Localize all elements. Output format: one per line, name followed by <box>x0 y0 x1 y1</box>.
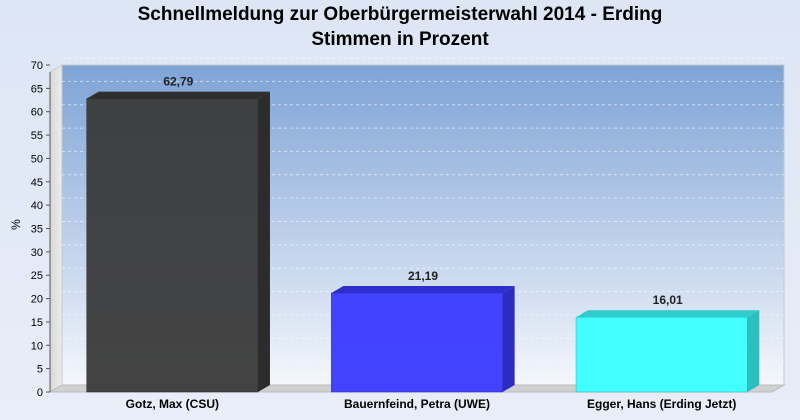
y-tick-label: 35 <box>31 224 43 236</box>
bar <box>575 316 748 393</box>
x-category-label: Bauernfeind, Petra (UWE) <box>344 397 490 411</box>
bar-value-label: 16,01 <box>653 293 683 307</box>
bar-value-label: 21,19 <box>408 269 438 283</box>
y-tick-label: 0 <box>37 387 43 399</box>
bar-top <box>576 310 760 318</box>
y-tick-label: 25 <box>31 270 43 282</box>
y-tick-label: 40 <box>31 200 43 212</box>
chart-subtitle: Stimmen in Prozent <box>311 29 489 50</box>
x-category-label: Egger, Hans (Erding Jetzt) <box>587 397 736 411</box>
bar-side <box>502 286 515 392</box>
y-axis-ticks: 0 5 10 15 20 25 30 35 40 45 50 55 60 65 70 <box>31 60 51 399</box>
bars: 62,79 21,19 16,01 <box>86 75 760 393</box>
y-tick-label: 50 <box>31 153 43 165</box>
bar-side <box>257 91 270 392</box>
chart-title-line1: Schnellmeldung zur Oberbürgermeisterwahl… <box>137 4 663 25</box>
y-tick-label: 70 <box>31 60 43 72</box>
y-tick-label: 30 <box>31 247 43 259</box>
x-category-label: Gotz, Max (CSU) <box>126 397 219 411</box>
bar <box>86 98 259 393</box>
y-tick-label: 10 <box>31 340 43 352</box>
y-tick-label: 20 <box>31 294 43 306</box>
x-axis-labels: Gotz, Max (CSU) Bauernfeind, Petra (UWE) E… <box>126 397 737 411</box>
bar-value-label: 62,79 <box>163 75 193 89</box>
y-tick-label: 15 <box>31 317 43 329</box>
y-tick-label: 55 <box>31 130 43 142</box>
y-tick-label: 45 <box>31 177 43 189</box>
y-axis-label: % <box>9 219 23 230</box>
y-tick-label: 5 <box>37 364 43 376</box>
bar-top <box>86 91 270 99</box>
y-tick-label: 65 <box>31 83 43 95</box>
chart-title: Schnellmeldung zur Oberbürgermeisterwahl… <box>0 2 800 52</box>
bar-side <box>747 310 760 392</box>
bar-top <box>331 286 515 294</box>
y-tick-label: 60 <box>31 107 43 119</box>
bar <box>331 292 503 393</box>
